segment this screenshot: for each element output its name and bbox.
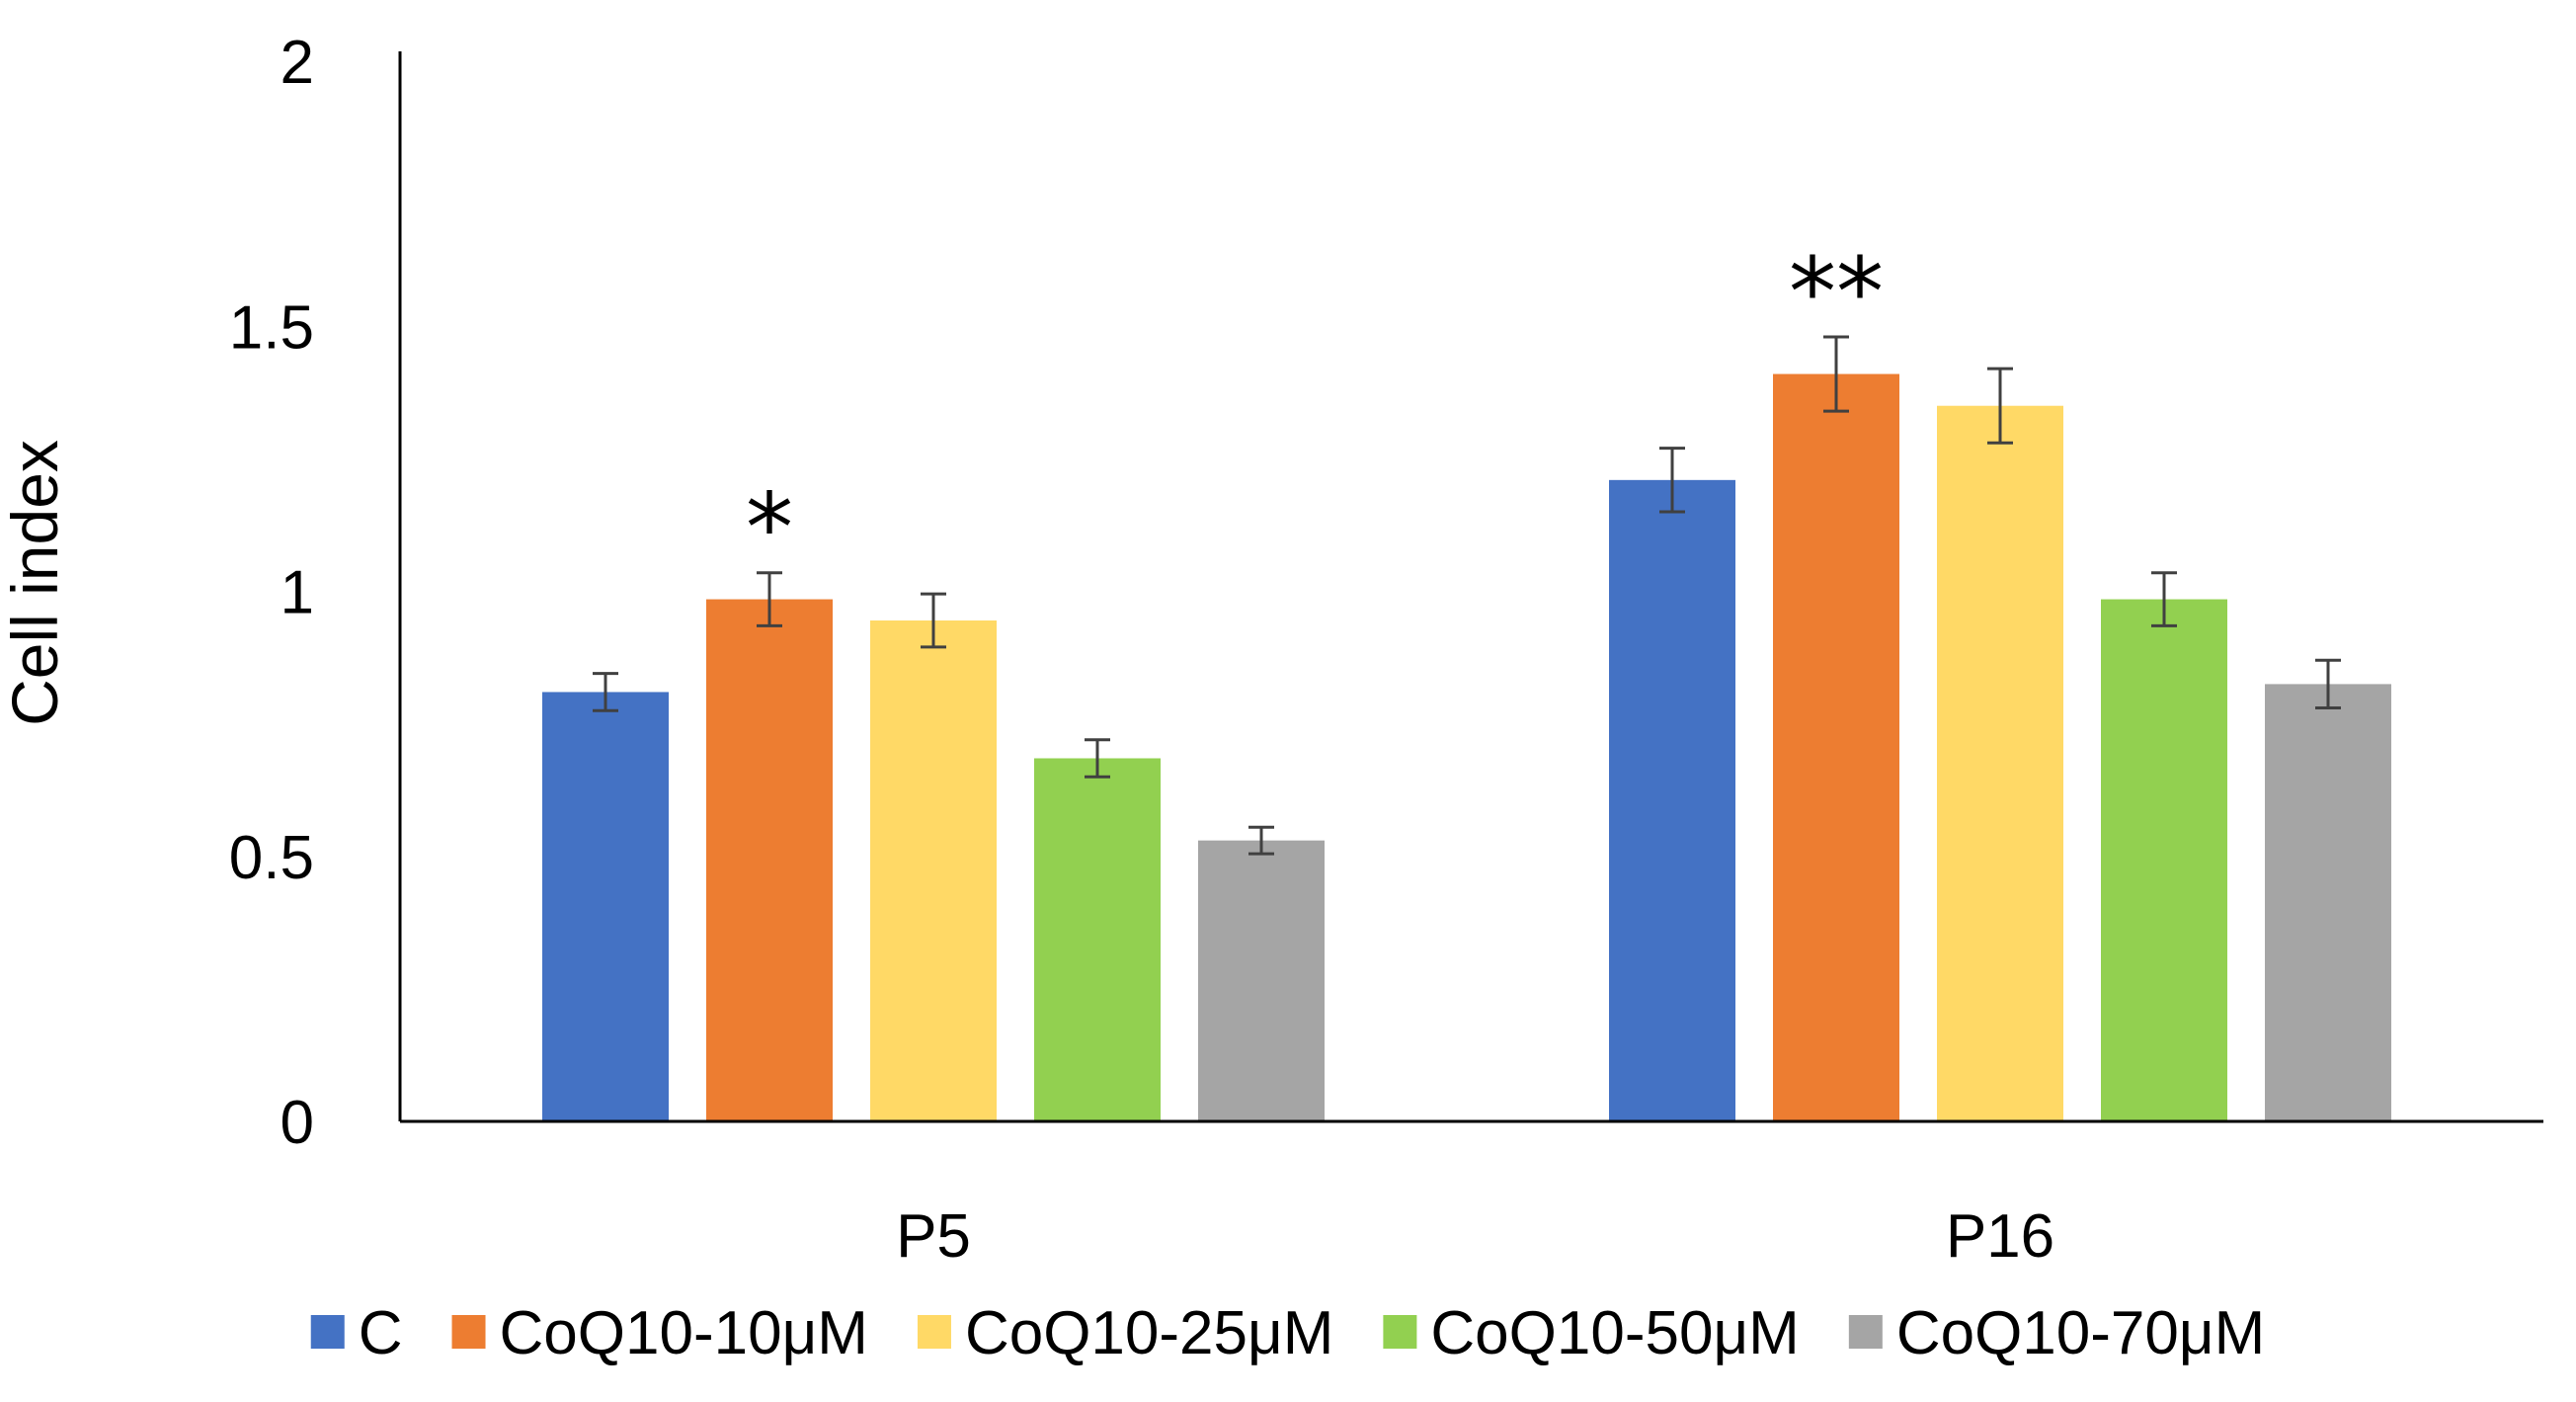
bar: [1773, 373, 1899, 1121]
legend-swatch: [310, 1315, 345, 1349]
bar: [870, 620, 997, 1121]
legend-item: CoQ10-50μM: [1383, 1299, 1800, 1367]
y-tick-label: 1.5: [229, 293, 314, 362]
bar: [1034, 758, 1161, 1121]
error-bar: [593, 672, 618, 712]
error-bars: [593, 335, 2341, 856]
legend-label: CoQ10-10μM: [500, 1299, 868, 1367]
error-bar: [921, 592, 946, 649]
legend-label: CoQ10-25μM: [965, 1299, 1333, 1367]
error-bar: [2151, 571, 2177, 627]
bar: [1937, 405, 2063, 1122]
category-label: P5: [896, 1202, 971, 1271]
y-tick-label: 0: [281, 1089, 314, 1157]
error-bar: [1085, 738, 1110, 779]
error-bar: [1659, 447, 1685, 514]
bar: [706, 599, 833, 1121]
error-bar: [1248, 825, 1274, 856]
bar: [2101, 599, 2227, 1121]
error-bar: [757, 571, 782, 627]
legend-label: C: [359, 1299, 403, 1367]
category-label: P16: [1946, 1202, 2054, 1271]
legend-item: CoQ10-10μM: [451, 1299, 868, 1367]
bar: [542, 692, 669, 1121]
error-bar: [2315, 658, 2341, 710]
significance-annotations: ***: [746, 237, 1884, 584]
significance-label: **: [1789, 237, 1884, 348]
legend-swatch: [451, 1315, 486, 1349]
y-tick-label: 1: [281, 559, 314, 627]
x-axis-labels: P5 P16: [896, 1202, 2054, 1271]
legend-item: C: [310, 1299, 403, 1367]
error-bar: [1987, 367, 2013, 445]
bar: [1609, 479, 1735, 1122]
bar: [1198, 840, 1325, 1121]
legend-item: CoQ10-25μM: [917, 1299, 1333, 1367]
y-axis-ticks: 0 0.5 1 1.5 2: [229, 29, 314, 1157]
y-tick-label: 2: [281, 29, 314, 97]
bars: [542, 373, 2391, 1122]
legend-swatch: [1848, 1315, 1883, 1349]
legend: C CoQ10-10μM CoQ10-25μM CoQ10-50μM CoQ10-70μ…: [310, 1299, 2265, 1367]
legend-label: CoQ10-70μM: [1896, 1299, 2265, 1367]
legend-swatch: [1383, 1315, 1417, 1349]
legend-label: CoQ10-50μM: [1430, 1299, 1799, 1367]
legend-swatch: [917, 1315, 951, 1349]
bar: [2265, 684, 2391, 1121]
y-tick-label: 0.5: [229, 824, 314, 892]
legend-item: CoQ10-70μM: [1848, 1299, 2265, 1367]
y-axis-title: Cell index: [0, 440, 71, 726]
error-bar: [1823, 335, 1849, 413]
significance-label: *: [746, 473, 793, 584]
